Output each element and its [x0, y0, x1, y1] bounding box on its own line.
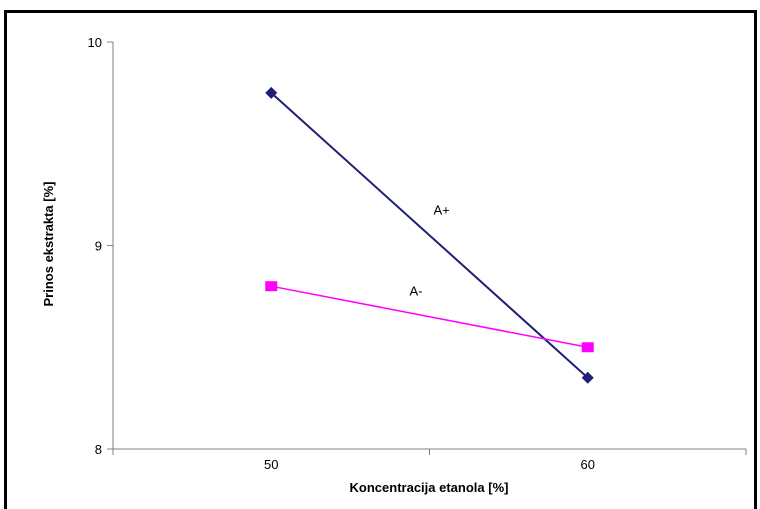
chart-frame [4, 10, 757, 509]
y-tick-label: 10 [88, 35, 102, 50]
series-label-2: A- [410, 284, 423, 299]
x-tick-label: 60 [581, 457, 595, 472]
series-lines [270, 92, 589, 379]
data-point-diamond [581, 371, 594, 384]
series-line-2 [271, 285, 588, 348]
y-tick-label: 9 [95, 239, 102, 254]
series-markers [265, 86, 594, 384]
y-axis-title: Prinos ekstrakta [%] [41, 182, 56, 307]
chart-labels: 8 9 10 50 60 A+ A- [88, 35, 595, 472]
series-line-1 [270, 92, 589, 379]
data-point-diamond [265, 86, 278, 99]
y-tick-label: 8 [95, 442, 102, 457]
data-point-square [581, 342, 594, 353]
series-label-1: A+ [434, 202, 450, 217]
axes [107, 41, 747, 455]
x-axis-title: Koncentracija etanola [%] [350, 480, 509, 495]
data-point-square [265, 281, 278, 292]
x-tick-label: 50 [264, 457, 278, 472]
